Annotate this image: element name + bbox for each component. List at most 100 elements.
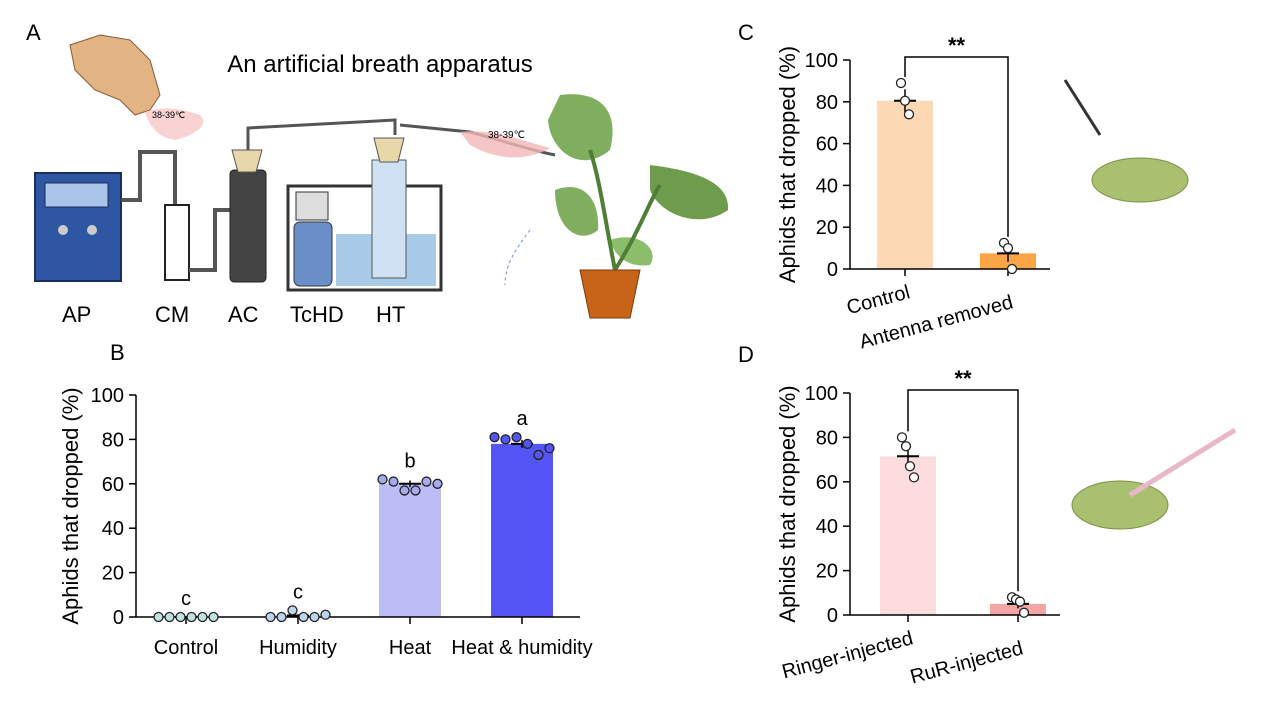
bar [990,603,1046,615]
data-point [276,611,287,623]
data-point [904,461,916,472]
y-tick-label: 0 [827,605,838,627]
bar [880,456,936,615]
y-tick-label: 20 [816,217,838,239]
leaf [555,186,599,236]
leaf [650,165,729,220]
significance-label: ** [948,33,966,58]
data-point [208,611,219,623]
data-point [489,432,500,443]
tube [189,208,235,272]
data-point [265,611,276,623]
data-point [421,476,432,487]
data-point [500,434,511,445]
panel-label: C [738,20,754,45]
data-point [522,438,533,449]
data-point [399,485,410,496]
data-point [900,441,912,452]
y-axis-title: Aphids that dropped (%) [775,385,800,622]
y-tick-label: 20 [102,563,124,585]
data-point [899,95,911,106]
leaf [610,237,653,266]
component-label: TcHD [290,302,344,327]
data-point [533,449,544,461]
data-point [320,609,331,620]
data-point [298,611,309,623]
data-point [895,77,907,89]
x-tick-label: Control [154,637,218,659]
data-point [1002,242,1014,254]
data-point [1014,596,1026,607]
flow-meter [164,204,190,281]
stopper [373,137,405,163]
component-label: HT [376,302,405,327]
significance-label: ** [954,366,972,391]
data-point [511,432,522,443]
knob [58,225,68,235]
data-point [388,476,399,487]
y-tick-label: 100 [805,383,838,405]
data-point [896,432,908,443]
injection-needle [1128,427,1237,498]
pump-screen [44,182,109,208]
breath [145,108,204,140]
panel-a: A An artificial breath apparatus 38-39℃ … [26,20,729,327]
x-tick-label: RuR-injected [908,637,1025,688]
significance-bracket [907,389,1019,592]
y-tick-label: 20 [816,561,838,583]
y-tick-label: 40 [816,516,838,538]
temperature-label: 38-39℃ [488,130,525,141]
component-label: CM [155,302,189,327]
y-tick-label: 100 [805,50,838,72]
y-tick-label: 100 [91,385,124,407]
panel-label: D [738,342,754,367]
data-point [908,472,920,483]
group-letter: a [516,408,528,430]
y-tick-label: 80 [816,92,838,114]
data-point [164,611,175,623]
data-point [903,109,915,120]
group-letter: c [293,581,303,603]
bar [491,443,553,617]
panel-label: B [110,340,125,365]
active-carbon [229,169,267,283]
data-point [175,611,186,623]
bar [379,483,441,617]
y-axis-title: Aphids that dropped (%) [58,387,83,624]
group-letter: c [181,588,191,610]
y-tick-label: 0 [827,259,838,281]
x-tick-label: Humidity [259,637,337,659]
diagram-title: An artificial breath apparatus [227,51,533,78]
component-label: AP [62,302,91,327]
x-tick-label: Heat & humidity [451,637,592,659]
data-point [197,611,208,623]
data-point [309,611,320,623]
heater-part [295,191,329,221]
data-point [1018,607,1030,618]
tube [246,118,397,150]
aphid-illustration [1071,480,1169,530]
stem [588,149,662,272]
y-tick-label: 80 [102,429,124,451]
y-tick-label: 60 [102,474,124,496]
data-point [432,478,443,489]
tube [121,150,177,205]
x-tick-label: Control [844,281,912,319]
group-letter: b [404,450,415,472]
y-tick-label: 40 [102,518,124,540]
data-point [544,443,555,454]
bar [877,100,933,269]
data-point [186,611,197,623]
pot [579,269,641,319]
cow-head [69,34,161,116]
y-tick-label: 0 [113,607,124,629]
component-label: AC [228,302,259,327]
data-point [153,611,164,623]
data-point [377,474,388,485]
y-axis-title: Aphids that dropped (%) [775,46,800,283]
knob [87,225,97,235]
leaf [548,94,613,161]
data-point [287,605,298,616]
y-tick-label: 60 [816,472,838,494]
